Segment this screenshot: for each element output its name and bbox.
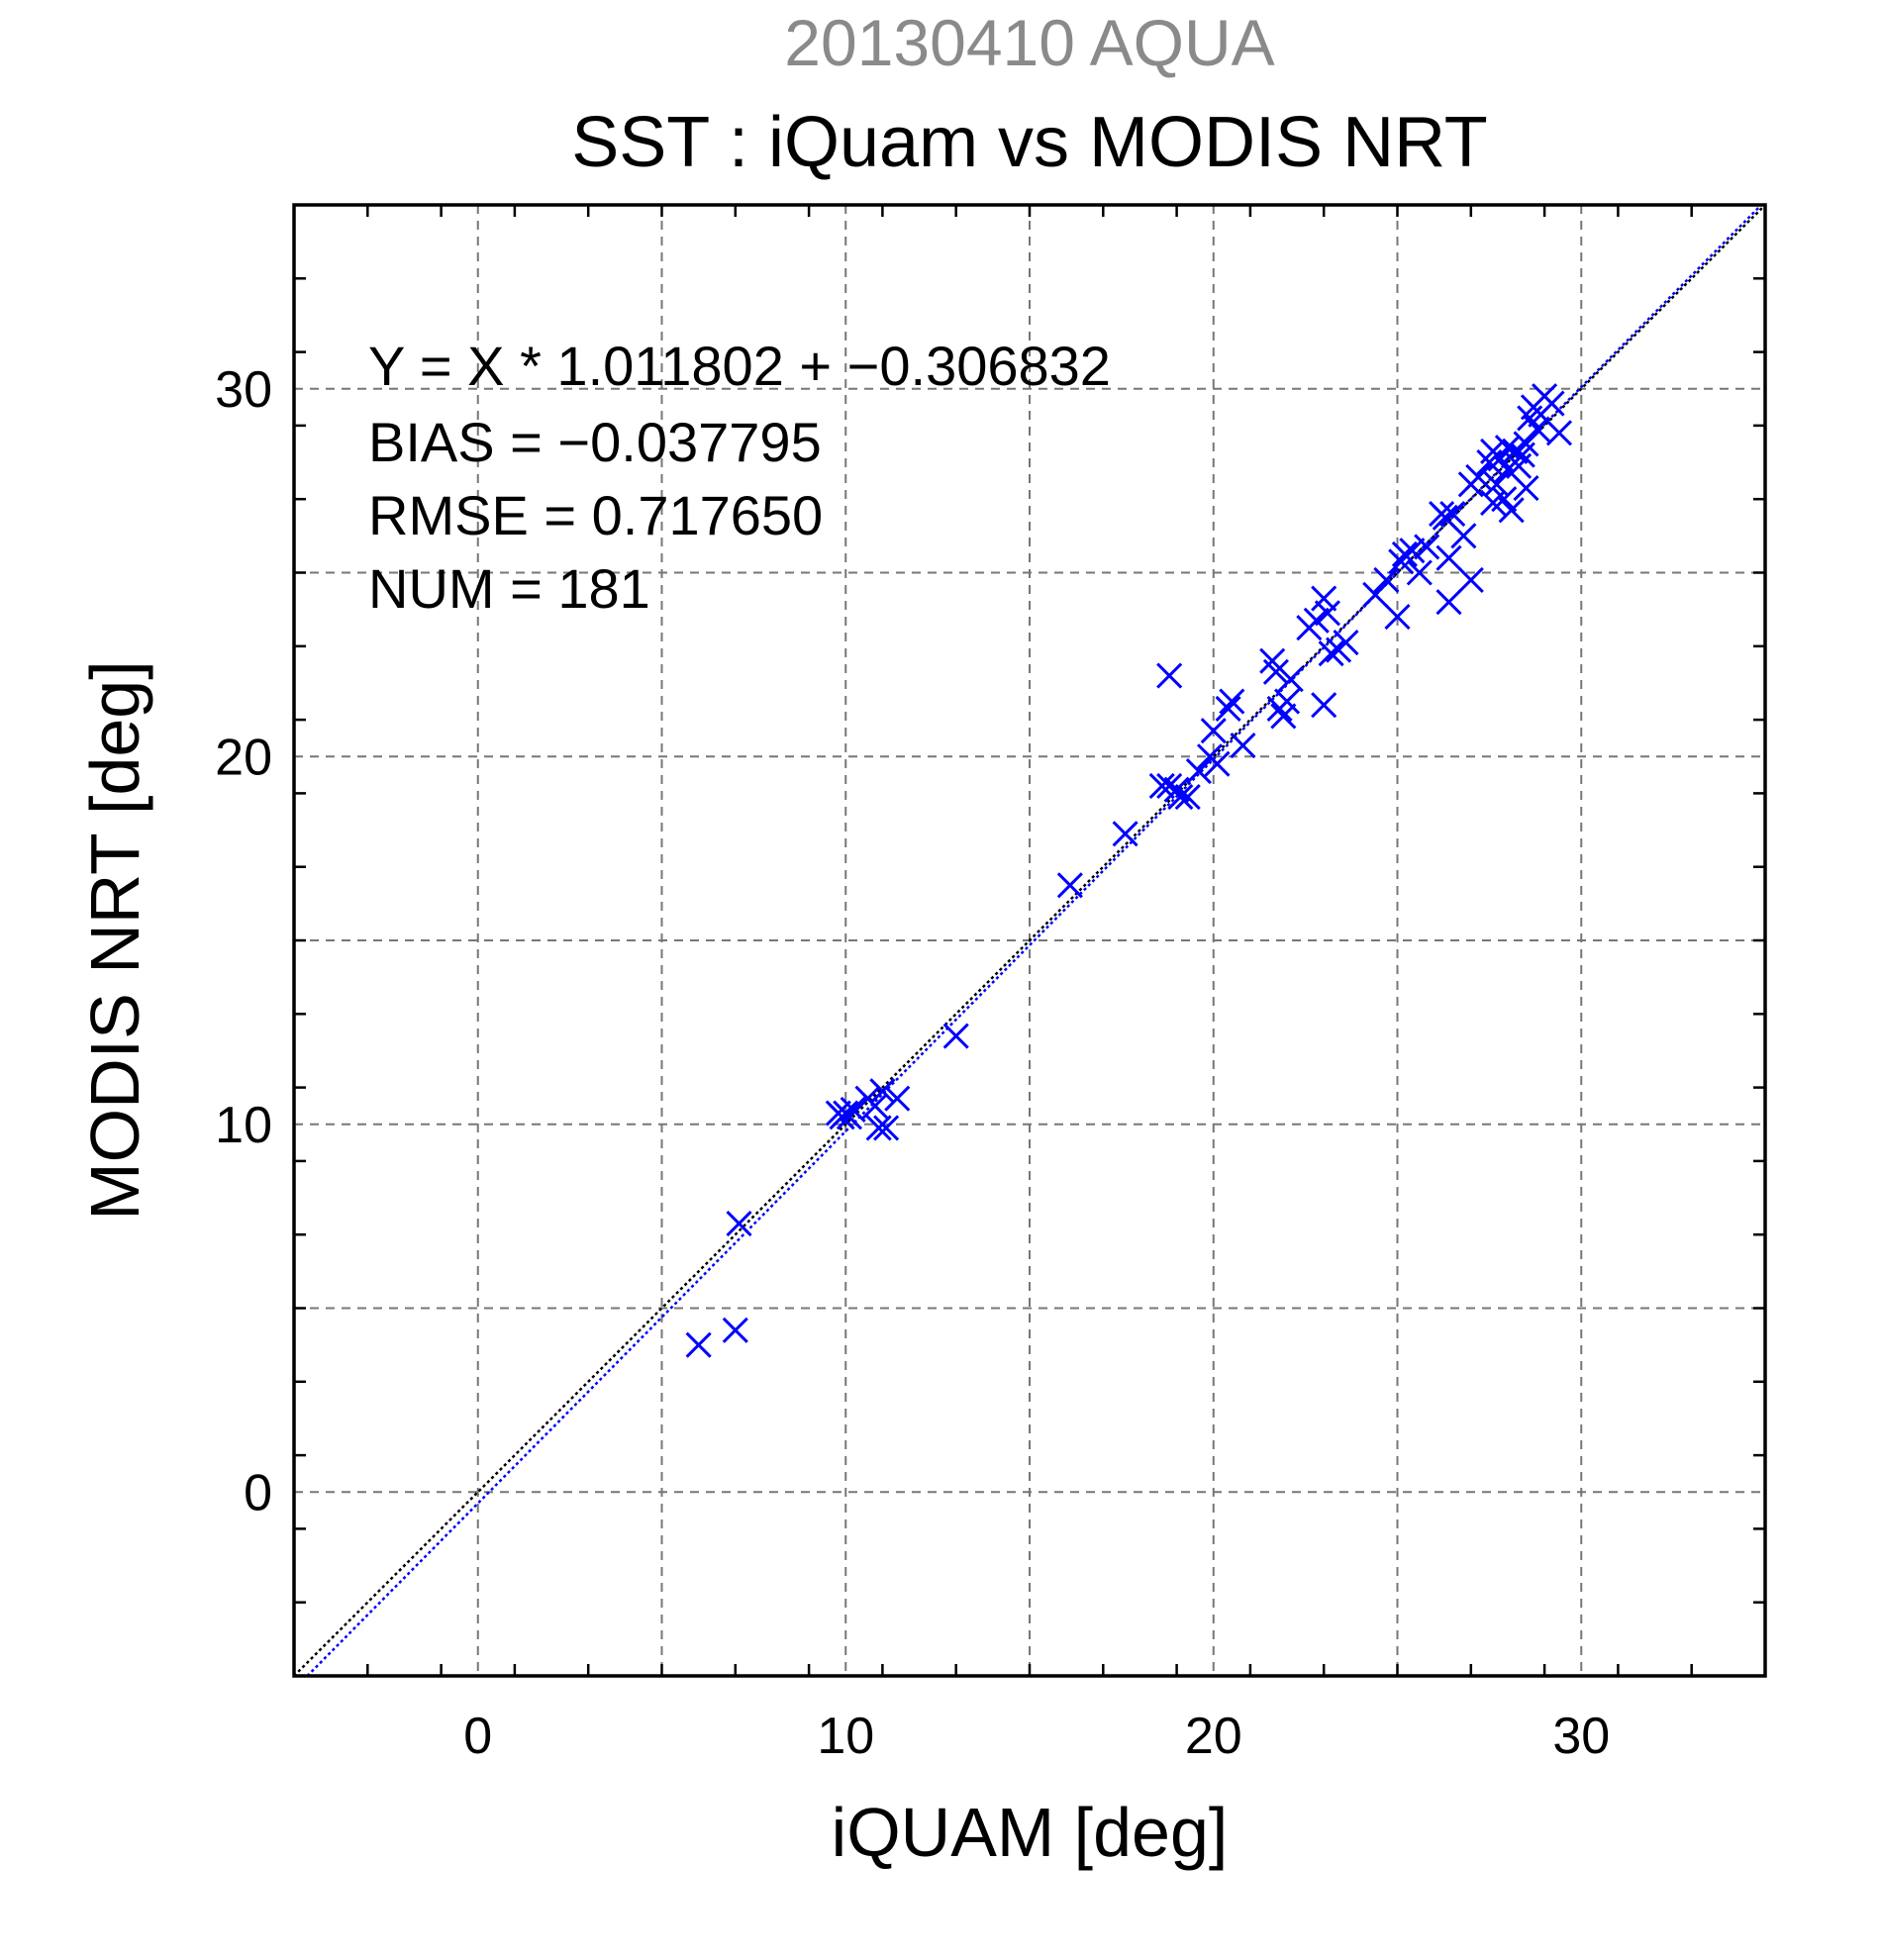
data-point (1391, 540, 1418, 567)
data-point (865, 1115, 892, 1141)
y-tick-label: 0 (244, 1464, 272, 1521)
x-tick-label: 0 (463, 1708, 492, 1765)
data-point (1399, 538, 1426, 564)
data-point (1314, 600, 1340, 627)
x-axis-label: iQUAM [deg] (832, 1794, 1229, 1871)
grid (294, 205, 1765, 1676)
data-point (1163, 776, 1190, 803)
data-point (685, 1331, 712, 1358)
data-point (1406, 559, 1433, 586)
data-point (1436, 589, 1462, 616)
data-point (1303, 607, 1330, 634)
tick-labels: 0 10 20 30 0 10 20 30 (215, 361, 1610, 1765)
data-point (1545, 420, 1573, 446)
data-point (1311, 585, 1337, 612)
data-point (1112, 821, 1138, 847)
data-point (869, 1078, 896, 1105)
data-point (1436, 544, 1462, 571)
axis-ticks (294, 205, 1765, 1676)
data-point (1333, 630, 1359, 656)
data-points (685, 383, 1573, 1358)
data-point (1513, 474, 1539, 502)
data-point (1167, 784, 1194, 811)
y-tick-label: 20 (215, 729, 272, 786)
data-point (942, 1023, 969, 1049)
bias-value: BIAS = −0.037795 (368, 411, 822, 473)
data-point (1262, 658, 1289, 685)
data-point (1270, 703, 1297, 730)
y-axis-label: MODIS NRT [deg] (76, 660, 153, 1220)
data-point (1277, 666, 1304, 693)
data-point (1483, 471, 1510, 498)
rmse-value: RMSE = 0.717650 (368, 484, 823, 546)
data-point (884, 1085, 911, 1112)
data-point (1156, 662, 1183, 689)
x-tick-label: 10 (817, 1708, 874, 1765)
statistics-box: Y = X * 1.011802 + −0.306832 BIAS = −0.0… (368, 335, 1111, 620)
data-point (1465, 463, 1492, 490)
data-point (1498, 497, 1525, 524)
data-point (840, 1096, 866, 1123)
data-point (1204, 750, 1231, 777)
y-tick-label: 10 (215, 1097, 272, 1154)
data-point (861, 1093, 889, 1120)
data-point (1457, 566, 1484, 593)
data-point (1215, 695, 1241, 723)
data-point (1273, 688, 1301, 715)
data-point (1524, 416, 1550, 442)
data-point (1384, 604, 1411, 631)
identity-line (293, 204, 1766, 1677)
data-point (1200, 718, 1227, 744)
regression-equation: Y = X * 1.011802 + −0.306832 (368, 335, 1111, 397)
data-point (1185, 758, 1212, 785)
data-point (1487, 445, 1514, 472)
data-point (873, 1115, 900, 1141)
data-point (1538, 390, 1565, 417)
data-point (1362, 581, 1389, 608)
data-point (1056, 872, 1083, 899)
data-point (1230, 733, 1256, 759)
data-point (1373, 566, 1400, 593)
x-tick-label: 20 (1185, 1708, 1242, 1765)
data-point (726, 1210, 752, 1237)
data-point (1513, 431, 1539, 457)
data-point (1450, 523, 1477, 549)
x-tick-label: 30 (1552, 1708, 1610, 1765)
data-point (1439, 500, 1466, 528)
data-point (722, 1317, 748, 1343)
data-point (1491, 486, 1518, 513)
count-value: NUM = 181 (368, 557, 650, 620)
data-point (1311, 692, 1337, 719)
y-tick-label: 30 (215, 361, 272, 419)
chart-title: SST : iQuam vs MODIS NRT (571, 103, 1488, 182)
data-point (1502, 438, 1529, 464)
data-point (1174, 784, 1201, 811)
data-point (1318, 640, 1344, 667)
chart-suptitle: 20130410 AQUA (784, 6, 1274, 79)
data-point (1219, 688, 1245, 715)
data-point (1414, 534, 1440, 560)
data-point (1148, 772, 1175, 800)
